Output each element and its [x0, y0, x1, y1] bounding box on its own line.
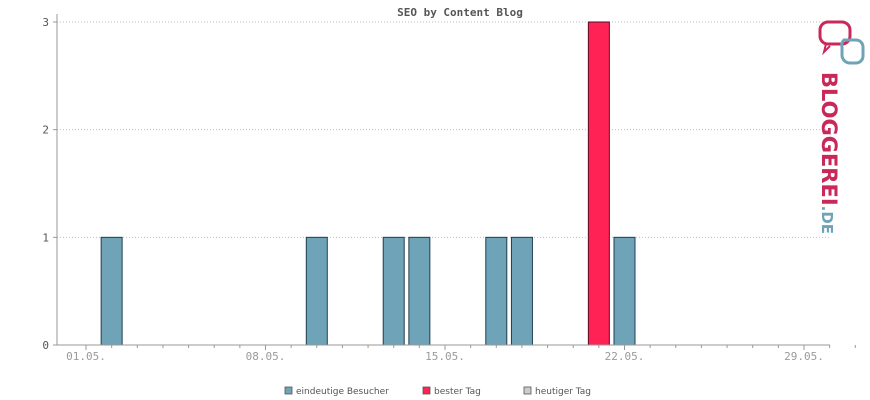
xtick-label-15: 15.05. [425, 350, 465, 363]
legend-label-2: heutiger Tag [535, 387, 591, 397]
legend-label-0: eindeutige Besucher [296, 387, 389, 397]
bars [100, 21, 636, 346]
legend-label-1: bester Tag [434, 387, 481, 397]
bar-10-05- [305, 236, 328, 346]
bar-21-05- [587, 21, 610, 346]
logo-text-main: BLOGGEREI [817, 72, 841, 206]
bloggerei-logo-icon [818, 20, 865, 65]
bar-22-05- [613, 236, 636, 346]
legend-swatch-2 [523, 386, 532, 395]
legend-swatch-0 [284, 386, 293, 395]
legend: eindeutige Besucher bester Tag heutiger Ta… [284, 386, 591, 397]
gridlines [56, 21, 830, 345]
svg-text:BLOGGEREI.DE: BLOGGEREI.DE [817, 72, 841, 234]
ytick-label-0: 0 [42, 339, 49, 352]
xtick-label-1: 01.05. [66, 350, 106, 363]
xtick-label-22: 22.05. [605, 350, 645, 363]
ytick-label-2: 2 [42, 124, 49, 137]
xtick-label-29: 29.05. [784, 350, 824, 363]
axes [56, 14, 830, 346]
bar-13-05- [382, 236, 405, 346]
ytick-label-1: 1 [42, 231, 49, 244]
ytick-label-3: 3 [42, 16, 49, 29]
bar-02-05- [100, 236, 123, 346]
legend-swatch-1 [422, 386, 431, 395]
logo-text-suffix: .DE [818, 206, 836, 234]
ticks: 0 1 2 3 01.05. 08.05. 15.05. 22.05. 29.05. [42, 16, 856, 363]
bar-18-05- [510, 236, 533, 346]
xtick-label-8: 08.05. [246, 350, 286, 363]
bar-14-05- [408, 236, 431, 346]
bloggerei-logo: BLOGGEREI.DE [817, 20, 865, 234]
bar-17-05- [485, 236, 508, 346]
chart-title: SEO by Content Blog [397, 6, 523, 19]
